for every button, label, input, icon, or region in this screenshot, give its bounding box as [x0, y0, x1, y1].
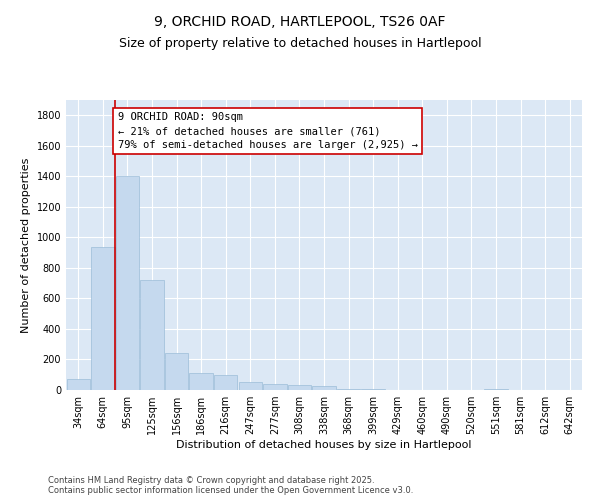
Bar	[116, 176, 139, 390]
Bar	[288, 386, 311, 390]
Bar	[165, 354, 188, 390]
Bar	[190, 373, 213, 390]
Text: Contains HM Land Registry data © Crown copyright and database right 2025.
Contai: Contains HM Land Registry data © Crown c…	[48, 476, 413, 495]
Bar	[337, 389, 360, 390]
Bar	[313, 386, 335, 390]
Text: 9, ORCHID ROAD, HARTLEPOOL, TS26 0AF: 9, ORCHID ROAD, HARTLEPOOL, TS26 0AF	[154, 15, 446, 29]
Bar	[263, 384, 287, 390]
Bar	[91, 246, 115, 390]
Bar	[140, 280, 164, 390]
Bar	[361, 389, 385, 390]
Bar	[67, 380, 90, 390]
Y-axis label: Number of detached properties: Number of detached properties	[21, 158, 31, 332]
Bar	[484, 389, 508, 390]
X-axis label: Distribution of detached houses by size in Hartlepool: Distribution of detached houses by size …	[176, 440, 472, 450]
Bar	[214, 374, 238, 390]
Text: 9 ORCHID ROAD: 90sqm
← 21% of detached houses are smaller (761)
79% of semi-deta: 9 ORCHID ROAD: 90sqm ← 21% of detached h…	[118, 112, 418, 150]
Bar	[239, 382, 262, 390]
Text: Size of property relative to detached houses in Hartlepool: Size of property relative to detached ho…	[119, 38, 481, 51]
